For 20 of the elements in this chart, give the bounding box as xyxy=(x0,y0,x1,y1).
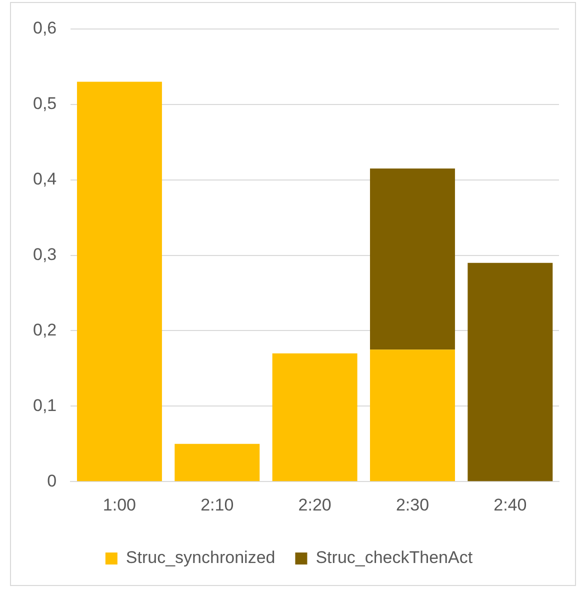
bar xyxy=(76,82,162,482)
bar xyxy=(272,353,358,482)
y-tick-label: 0 xyxy=(47,471,57,490)
x-tick-label: 2:40 xyxy=(494,495,527,514)
x-tick-label: 2:30 xyxy=(396,495,430,514)
y-tick-label: 0,1 xyxy=(32,396,57,415)
bar xyxy=(370,350,455,482)
x-tick-label: 1:00 xyxy=(102,495,136,514)
x-tick-label: 2:10 xyxy=(200,495,234,514)
y-tick-label: 0,3 xyxy=(32,244,57,264)
y-tick-label: 0,4 xyxy=(32,170,57,189)
bar xyxy=(468,262,553,482)
y-tick-label: 0,6 xyxy=(32,18,57,38)
legend-label: Struc_checkThenAct xyxy=(316,548,473,568)
bar xyxy=(370,168,455,350)
legend-label: Struc_synchronized xyxy=(126,548,276,568)
y-tick-label: 0,5 xyxy=(32,94,57,114)
y-tick-label: 0,2 xyxy=(32,320,57,340)
bar xyxy=(174,444,260,482)
x-tick-label: 2:20 xyxy=(298,495,332,514)
